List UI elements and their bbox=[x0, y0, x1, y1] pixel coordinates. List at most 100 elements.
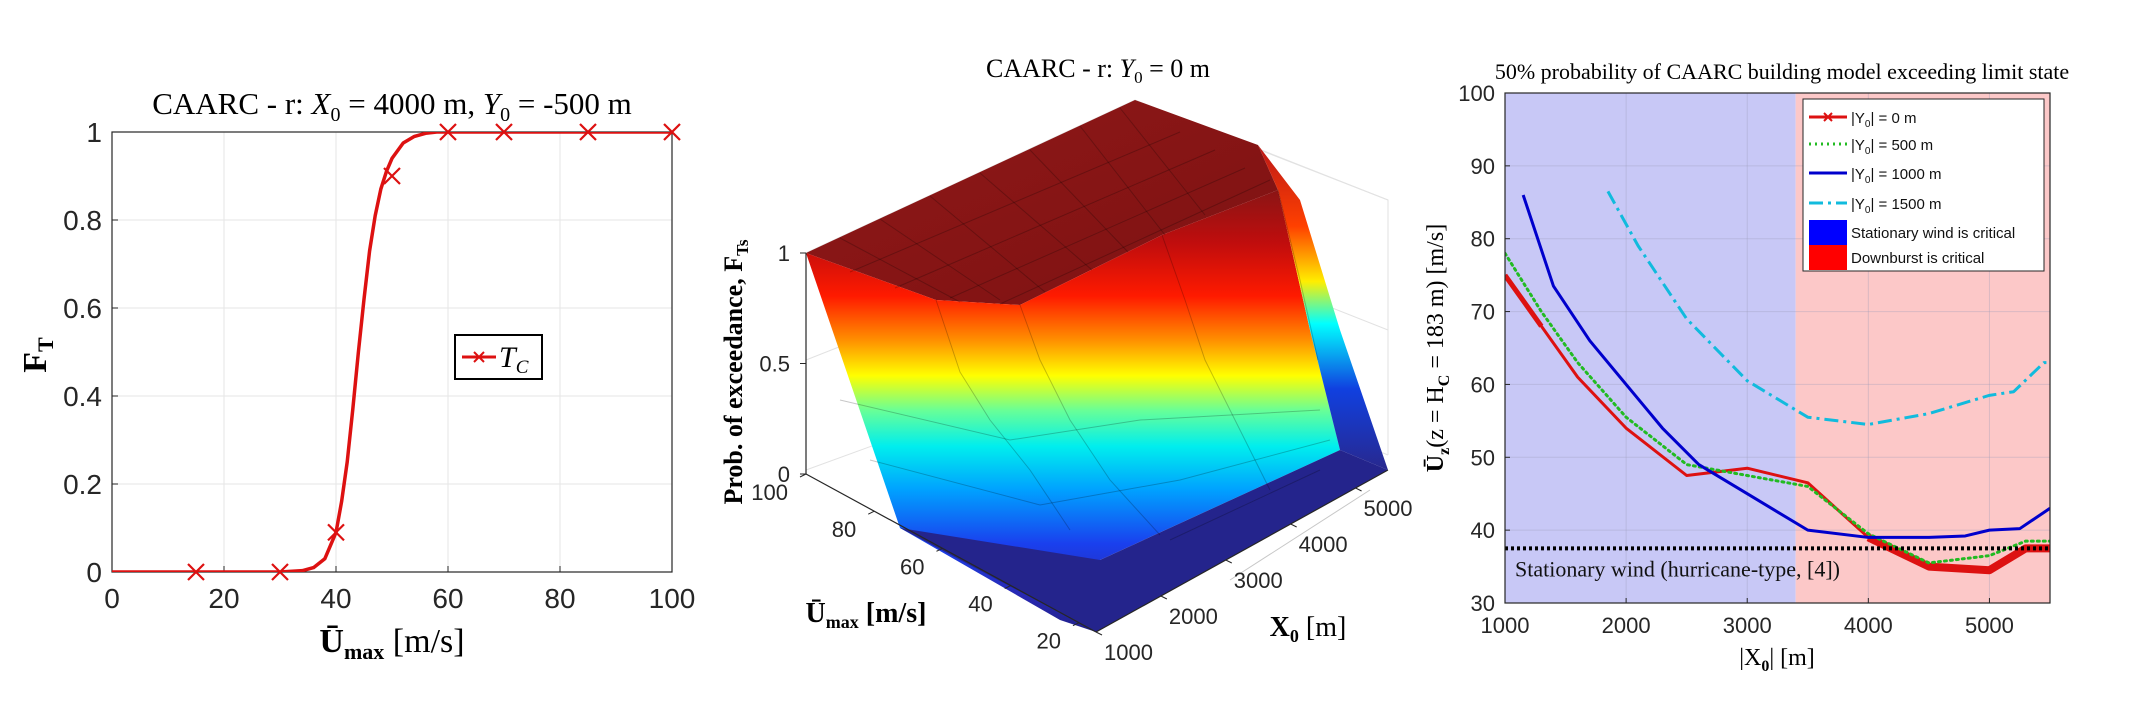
region-stationary bbox=[1505, 93, 1796, 603]
x0-tick-label: 2000 bbox=[1169, 604, 1218, 629]
x-axis-label-3: |X0| [m] bbox=[1739, 645, 1815, 675]
series-line-y0-start bbox=[1505, 273, 1544, 328]
plot-frame bbox=[1504, 92, 2051, 604]
surface-top-plateau bbox=[806, 100, 1278, 305]
x-tick-label: 20 bbox=[208, 583, 239, 614]
legend-label: |Y0| = 0 m bbox=[1851, 110, 1916, 130]
legend-label: |Y0| = 1000 m bbox=[1851, 166, 1942, 186]
x0-tick-mark bbox=[1225, 559, 1233, 564]
y-tick-label: 1 bbox=[86, 117, 102, 148]
x-tick-label: 2000 bbox=[1602, 613, 1651, 638]
umax-tick-mark bbox=[868, 510, 875, 515]
legend-1: TC bbox=[454, 334, 543, 380]
x-tick-label: 1000 bbox=[1481, 613, 1530, 638]
x-tick-label: 4000 bbox=[1844, 613, 1893, 638]
legend-swatch-region bbox=[1809, 220, 1847, 245]
x0-tick-mark bbox=[1355, 487, 1362, 492]
data-markers bbox=[187, 123, 681, 581]
legend-label: |Y0| = 1500 m bbox=[1851, 196, 1942, 216]
legend-3: |Y0| = 0 m |Y0| = 500 m |Y0| = 1000 m |Y0| … bbox=[1802, 98, 2045, 272]
x0-tick-label: 4000 bbox=[1299, 532, 1348, 557]
x-tick-label: 60 bbox=[432, 583, 463, 614]
x-tick-label: 100 bbox=[649, 583, 696, 614]
reference-line: Stationary wind (hurricane-type, [4]) bbox=[1505, 546, 2050, 581]
legend-swatch-marker bbox=[1823, 112, 1833, 122]
z-tick-label: 0 bbox=[778, 462, 790, 487]
chart-title-1: CAARC - r: X0 = 4000 m, Y0 = -500 m bbox=[152, 86, 632, 126]
x-tick-label: 5000 bbox=[1965, 613, 2014, 638]
y-tick-label: 0.2 bbox=[63, 469, 102, 500]
data-point-marker bbox=[439, 123, 457, 141]
series-tc bbox=[112, 132, 672, 572]
x-tick-label: 40 bbox=[320, 583, 351, 614]
data-point-marker bbox=[271, 563, 289, 581]
y-axis-label-1: FT bbox=[17, 337, 58, 373]
legend-label: Downburst is critical bbox=[1851, 250, 1984, 267]
y-tick-label: 0.4 bbox=[63, 381, 102, 412]
series-line-tc bbox=[112, 132, 672, 572]
x0-tick-label: 5000 bbox=[1364, 496, 1413, 521]
data-point-marker bbox=[579, 123, 597, 141]
legend-label: Stationary wind is critical bbox=[1851, 225, 2015, 242]
data-point-marker bbox=[663, 123, 681, 141]
data-point-marker bbox=[495, 123, 513, 141]
y-tick-label: 0.6 bbox=[63, 293, 102, 324]
data-point-marker bbox=[383, 167, 401, 185]
y-tick-label: 70 bbox=[1471, 300, 1495, 325]
x0-tick-label: 1000 bbox=[1104, 640, 1153, 665]
x0-tick-mark bbox=[1290, 523, 1297, 528]
y-tick-label: 30 bbox=[1471, 591, 1495, 616]
chart-panel-1: 0 20 40 60 80 100 0 0.2 0.4 0.6 0.8 1 CAARC - r: X0… bbox=[17, 86, 695, 664]
y-tick-label: 0 bbox=[86, 557, 102, 588]
umax-tick-mark bbox=[799, 473, 807, 478]
y-tick-label: 80 bbox=[1471, 227, 1495, 252]
chart-panel-3: Stationary wind (hurricane-type, [4]) 10… bbox=[1423, 59, 2069, 675]
surface-main-face bbox=[806, 190, 1340, 632]
umax-tick-label: 60 bbox=[900, 554, 924, 579]
umax-tick-label: 40 bbox=[968, 592, 992, 617]
umax-tick-mark bbox=[1072, 622, 1080, 627]
axis-ticks: 1000 2000 3000 4000 5000 30 40 50 60 70 80 90 100 bbox=[1458, 81, 2014, 638]
x-tick-label: 3000 bbox=[1723, 613, 1772, 638]
data-point-marker bbox=[187, 563, 205, 581]
y-tick-label: 100 bbox=[1458, 81, 1495, 106]
plot-frame bbox=[111, 131, 673, 573]
x0-axis-label-2: X0 [m] bbox=[1270, 612, 1347, 646]
legend-label-tc: TC bbox=[499, 341, 529, 378]
z-axis-label-2: Prob. of exceedance, FTs bbox=[719, 239, 752, 504]
surface-floor bbox=[900, 450, 1388, 632]
series-line-y0-1 bbox=[1505, 251, 2050, 565]
x0-tick-label: 3000 bbox=[1234, 568, 1283, 593]
surface-right-face bbox=[1258, 145, 1388, 470]
y-axis-label-3: Ūz(z = HC = 183 m) [m/s] bbox=[1423, 224, 1453, 472]
umax-tick-label: 80 bbox=[832, 517, 856, 542]
chart-title-2: CAARC - r: Y0 = 0 m bbox=[986, 54, 1210, 87]
umax-tick-mark bbox=[936, 547, 943, 552]
axis-ticks: 0 20 40 60 80 100 0 0.2 0.4 0.6 0.8 1 bbox=[63, 117, 695, 614]
series-line-y0-3 bbox=[1606, 190, 2050, 426]
x-tick-label: 0 bbox=[104, 583, 120, 614]
data-point-marker bbox=[327, 523, 345, 542]
reference-line-label: Stationary wind (hurricane-type, [4]) bbox=[1515, 556, 1840, 581]
y-tick-label: 0.8 bbox=[63, 205, 102, 236]
legend-label: |Y0| = 500 m bbox=[1851, 137, 1933, 157]
y-tick-label: 60 bbox=[1471, 372, 1495, 397]
umax-tick-mark bbox=[1004, 585, 1011, 589]
umax-tick-label: 20 bbox=[1036, 629, 1060, 654]
x-axis-label-1: Ūmax [m/s] bbox=[319, 623, 464, 664]
umax-tick-label: 100 bbox=[751, 480, 788, 505]
umax-axis-label-2: Ūmax [m/s] bbox=[806, 598, 927, 632]
z-tick-label: 1 bbox=[778, 241, 790, 266]
y-tick-label: 90 bbox=[1471, 154, 1495, 179]
x0-tick-mark bbox=[1095, 631, 1103, 636]
y-tick-label: 50 bbox=[1471, 445, 1495, 470]
chart-title-3: 50% probability of CAARC building model … bbox=[1495, 59, 2069, 84]
x0-tick-mark bbox=[1160, 595, 1168, 600]
y-tick-label: 40 bbox=[1471, 518, 1495, 543]
z-tick-label: 0.5 bbox=[759, 352, 790, 377]
legend-swatch-region bbox=[1809, 245, 1847, 270]
surface-mesh bbox=[839, 107, 1371, 581]
